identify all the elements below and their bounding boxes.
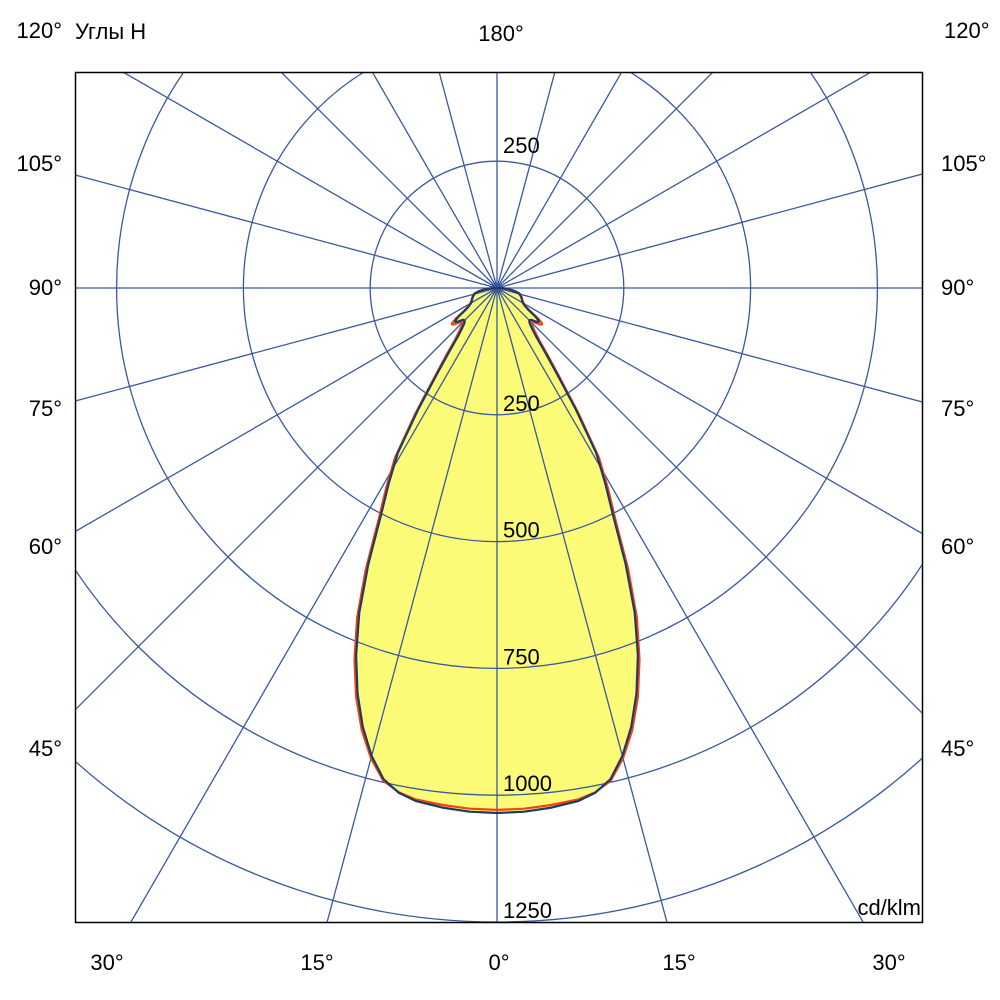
grid-ray xyxy=(496,72,623,289)
curve_red xyxy=(353,286,641,811)
angle-label-right: 105° xyxy=(941,151,987,176)
angle-label-left: 75° xyxy=(29,396,62,421)
grid-ray xyxy=(75,287,498,402)
right-angle-labels: 105° 90° 75° 60° 45° xyxy=(941,151,987,761)
grid-ray xyxy=(496,287,923,715)
angle-label-left: 105° xyxy=(16,151,62,176)
unit-label: cd/klm xyxy=(857,895,921,920)
left-angle-labels: 105° 90° 75° 60° 45° xyxy=(16,151,62,761)
grid-ray xyxy=(496,287,923,535)
ring-label: 250 xyxy=(503,391,540,416)
angle-label-right: 90° xyxy=(941,275,974,300)
corner-angle-label-top-right: 120° xyxy=(944,18,990,43)
angle-label-right: 45° xyxy=(941,736,974,761)
grid-ray xyxy=(496,72,556,289)
angle-label-bottom: 30° xyxy=(872,950,905,975)
corner-angle-label-top-left: 120° xyxy=(16,18,62,43)
angle-label-bottom: 30° xyxy=(90,950,123,975)
ring-label: 500 xyxy=(503,518,540,543)
ring-label: 1000 xyxy=(503,771,552,796)
angle-label-right: 60° xyxy=(941,534,974,559)
grid-ray xyxy=(496,287,923,403)
angle-label-left: 60° xyxy=(29,534,62,559)
grid-ray xyxy=(496,173,923,289)
angle-label-left: 45° xyxy=(29,736,62,761)
grid-ray xyxy=(496,287,865,923)
grid-ray xyxy=(280,72,498,289)
ring-label: 1250 xyxy=(503,898,552,923)
intensity-curves xyxy=(353,286,641,815)
plane-title: Углы H xyxy=(75,19,146,44)
grid-ray xyxy=(75,287,498,533)
angle-label-left: 90° xyxy=(29,275,62,300)
grid-ray xyxy=(326,287,498,923)
ring-label: 750 xyxy=(503,644,540,669)
ring-value-labels: 250 500 750 1000 1250 250 xyxy=(503,133,552,923)
angle-label-bottom: 15° xyxy=(662,950,695,975)
grid-ray xyxy=(371,72,498,289)
top-axis-label: 180° xyxy=(478,21,524,46)
grid-ray xyxy=(496,287,668,923)
angle-label-right: 75° xyxy=(941,396,974,421)
grid-ray xyxy=(129,287,498,923)
grid-ray xyxy=(75,174,498,289)
grid-ray xyxy=(496,72,873,289)
bottom-angle-labels: 30° 15° 0° 15° 30° xyxy=(90,950,905,975)
curve_blue xyxy=(355,286,639,815)
grid-ray xyxy=(496,72,714,289)
grid-ray xyxy=(75,287,498,711)
ring-label-top: 250 xyxy=(503,133,540,158)
angle-label-bottom: 15° xyxy=(300,950,333,975)
grid-ray xyxy=(438,72,498,289)
angle-label-bottom: 0° xyxy=(488,950,509,975)
grid-ray xyxy=(121,72,498,289)
plot-border xyxy=(74,71,924,924)
